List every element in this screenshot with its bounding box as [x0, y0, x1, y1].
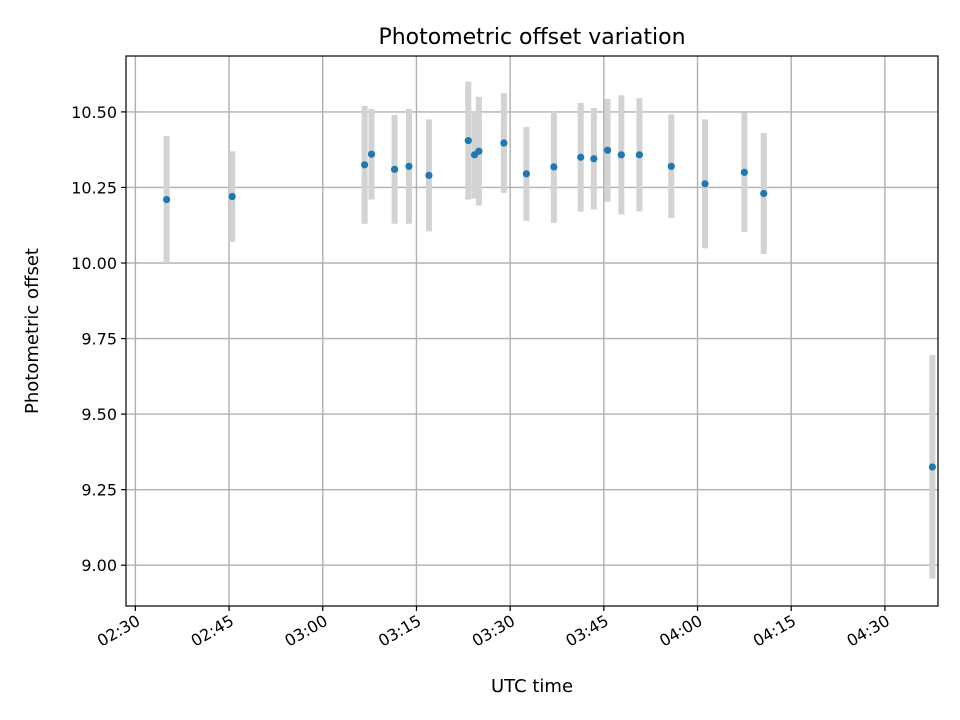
data-point: [367, 150, 376, 158]
data-point: [740, 168, 748, 176]
data-point: [701, 180, 709, 188]
data-point: [228, 192, 236, 201]
x-tick-label: 04:00: [656, 611, 705, 651]
data-point: [617, 151, 625, 159]
data-point: [425, 171, 433, 179]
plot-frame: [125, 55, 939, 607]
x-tick-label: 04:30: [843, 611, 892, 651]
y-tick-label: 9.25: [81, 481, 117, 500]
data-point: [390, 165, 399, 173]
data-point: [475, 147, 483, 155]
y-tick-label: 9.75: [81, 330, 117, 349]
data-point: [667, 162, 675, 170]
x-tick-label: 03:15: [375, 611, 424, 651]
data-point: [577, 153, 585, 161]
x-tick-label: 02:45: [188, 611, 237, 651]
grid: [126, 56, 938, 606]
x-axis-label: UTC time: [491, 676, 573, 697]
data-point: [163, 195, 171, 204]
data-points: [163, 137, 936, 471]
y-axis-label: Photometric offset: [22, 248, 43, 414]
x-tick-label: 03:30: [469, 611, 518, 651]
x-tick-label: 02:30: [94, 611, 143, 651]
data-point: [522, 170, 530, 178]
data-point: [405, 162, 413, 170]
data-point: [361, 161, 369, 169]
y-tick-label: 10.50: [71, 103, 117, 122]
y-tick-label: 9.00: [81, 556, 117, 575]
y-tick-label: 10.25: [71, 178, 117, 197]
data-point: [760, 189, 768, 198]
x-tick-label: 03:00: [281, 611, 330, 651]
y-tick-label: 9.50: [81, 405, 117, 424]
chart-title: Photometric offset variation: [378, 25, 685, 50]
data-point: [928, 463, 936, 471]
error-bars: [163, 81, 936, 579]
data-point: [603, 146, 612, 154]
x-tick-label: 04:15: [750, 611, 799, 651]
data-point: [635, 151, 644, 159]
data-point: [464, 137, 472, 145]
y-tick-label: 10.00: [71, 254, 117, 273]
data-point: [500, 139, 508, 147]
ticks: 02:30 02:45 03:00 03:15 03:30 03:45 04:00 04:15…: [71, 103, 893, 651]
data-point: [550, 163, 558, 171]
x-tick-label: 03:45: [562, 611, 611, 651]
data-point: [590, 155, 598, 163]
